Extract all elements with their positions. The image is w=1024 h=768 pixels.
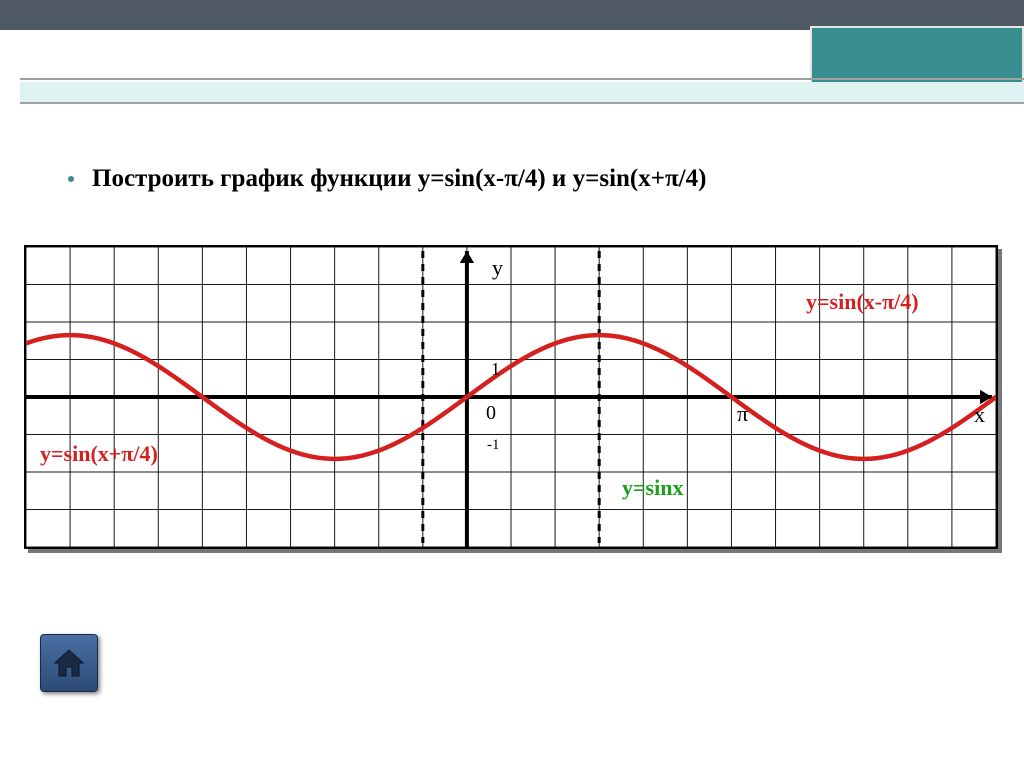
series-label-shift-minus: y=sin(x-π/4) bbox=[806, 289, 919, 315]
x-axis-label: x bbox=[974, 402, 985, 428]
tick-minus-one: -1 bbox=[487, 437, 500, 454]
home-button[interactable] bbox=[40, 634, 98, 692]
headline-text: Построить график функции y=sin(x-π/4) и … bbox=[92, 165, 706, 193]
series-label-base: y=sinx bbox=[622, 475, 683, 501]
origin-label: 0 bbox=[486, 402, 496, 425]
accent-bar-top-border bbox=[20, 78, 1024, 80]
tick-one: 1 bbox=[491, 359, 500, 380]
y-axis-label: y bbox=[492, 255, 503, 281]
bullet-icon bbox=[68, 176, 74, 182]
home-icon bbox=[52, 646, 86, 680]
series-label-shift-plus: y=sin(x+π/4) bbox=[40, 441, 158, 467]
accent-bar bbox=[20, 82, 1024, 104]
slide-root: Построить график функции y=sin(x-π/4) и … bbox=[0, 0, 1024, 768]
pi-label: π bbox=[737, 401, 748, 427]
corner-accent-box bbox=[810, 26, 1024, 86]
chart-container: y x 1 -1 0 π y=sin(x-π/4) y=sin(x+π/4) y… bbox=[24, 245, 998, 549]
